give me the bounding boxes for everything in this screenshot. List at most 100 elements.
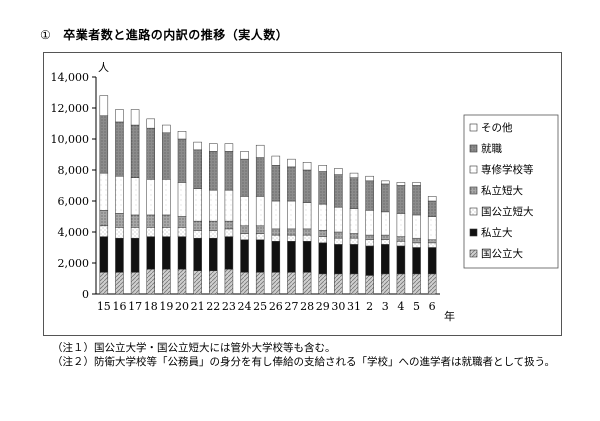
bar-segment: [115, 121, 124, 177]
bar-segment: [318, 171, 327, 205]
bar-segment: [209, 230, 218, 239]
bar-segment: [334, 244, 343, 275]
bar-segment: [209, 237, 218, 271]
bar-segment: [271, 200, 281, 230]
bar-segment: [318, 165, 327, 172]
legend-item: 私立大: [469, 226, 513, 239]
legend-swatch: [469, 228, 478, 237]
bar-segment: [115, 109, 124, 123]
legend-swatch: [469, 249, 478, 258]
bar-stack: [302, 162, 312, 295]
bar-segment: [177, 138, 187, 183]
bar-segment: [381, 244, 390, 275]
bar-segment: [193, 237, 202, 271]
x-tick-label: 26: [269, 300, 283, 313]
y-tick-label: 10,000: [51, 133, 90, 146]
bar-segment: [130, 124, 140, 179]
bar-segment: [427, 216, 437, 240]
legend-swatch: [469, 144, 478, 153]
y-tick-label: 8,000: [58, 164, 90, 177]
x-tick-label: 24: [238, 300, 252, 313]
bar-segment: [177, 216, 187, 228]
bar-segment: [193, 149, 202, 189]
bar-segment: [412, 185, 421, 216]
bar-segment: [381, 180, 390, 185]
bar-segment: [287, 241, 296, 273]
bar-segment: [365, 245, 374, 276]
y-tick-label: 2,000: [58, 257, 90, 270]
bar-segment: [99, 115, 109, 174]
bar-stack: [209, 143, 218, 295]
footnote-1: （注１）国公立大学・国公立短大には管外大学校等も含む。: [52, 342, 336, 354]
bar-segment: [177, 236, 187, 270]
x-tick-label: 20: [175, 300, 189, 313]
bar-segment: [240, 151, 249, 160]
bar-segment: [193, 220, 202, 231]
bar-segment: [115, 175, 124, 214]
bar-segment: [130, 109, 140, 126]
bar-segment: [427, 200, 437, 217]
bar-stack: [396, 182, 406, 295]
y-unit-label: 人: [98, 61, 109, 74]
x-tick-label: 2: [366, 300, 373, 313]
y-tick-label: 4,000: [58, 226, 90, 239]
bar-stack: [318, 165, 327, 295]
bar-segment: [302, 234, 312, 242]
bar-segment: [177, 182, 187, 217]
bar-segment: [99, 225, 109, 237]
bar-segment: [334, 174, 343, 208]
bar-segment: [412, 182, 421, 186]
bar-segment: [412, 237, 421, 244]
bar-segment: [162, 227, 171, 237]
heading-number: ①: [40, 28, 52, 42]
bar-segment: [365, 234, 374, 241]
x-tick-label: 19: [159, 300, 173, 313]
stacked-bar-chart: 0 2,000 4,000 6,000 8,000 10,000 12,000 14,000 人…: [51, 61, 559, 323]
bar-segment: [412, 247, 421, 275]
bar-segment: [99, 210, 109, 227]
bar-segment: [255, 233, 265, 241]
bar-segment: [381, 234, 390, 241]
bar-segment: [302, 169, 312, 203]
bar-stack: [115, 109, 124, 295]
bar-segment: [396, 236, 406, 242]
bar-segment: [240, 272, 249, 295]
x-tick-label: 15: [97, 300, 111, 313]
bar-stack: [412, 182, 421, 295]
legend-label: 私立短大: [481, 184, 523, 197]
bar-stack: [349, 172, 359, 295]
legend-item: 国公立短大: [469, 205, 534, 218]
bar-segment: [146, 236, 155, 270]
bar-segment: [224, 151, 234, 191]
legend-label: 国公立大: [481, 247, 523, 260]
bar-segment: [224, 143, 234, 152]
bar-segment: [224, 228, 234, 237]
bar-segment: [287, 158, 296, 168]
y-tick-label: 0: [82, 288, 89, 301]
bar-stack: [177, 131, 187, 295]
bar-segment: [255, 272, 265, 295]
bar-stack: [271, 155, 281, 295]
chart-frame: 0 2,000 4,000 6,000 8,000 10,000 12,000 14,000 人…: [43, 52, 562, 336]
bar-segment: [412, 242, 421, 248]
bar-stack: [224, 143, 234, 295]
bar-segment: [334, 231, 343, 239]
legend-label: 国公立短大: [481, 205, 534, 218]
bar-segment: [365, 175, 374, 182]
bar-segment: [209, 143, 218, 152]
bar-segment: [162, 236, 171, 270]
x-tick-label: 28: [300, 300, 314, 313]
bar-segment: [396, 185, 406, 214]
bar-stack: [240, 151, 249, 295]
bar-segment: [224, 220, 234, 230]
bar-segment: [365, 210, 374, 236]
bar-stack: [130, 109, 140, 295]
bar-segment: [99, 172, 109, 211]
bar-segment: [302, 272, 312, 295]
legend-swatch: [469, 123, 478, 132]
bar-segment: [271, 272, 281, 295]
bar-segment: [146, 268, 155, 295]
x-tick-label: 18: [144, 300, 158, 313]
legend-swatch: [469, 207, 478, 216]
bar-segment: [146, 127, 155, 180]
